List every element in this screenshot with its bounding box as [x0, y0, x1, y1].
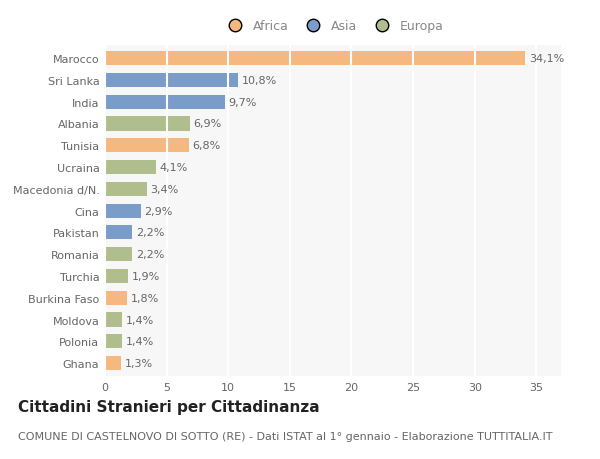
Bar: [105, 52, 525, 66]
Bar: [105, 313, 122, 327]
Bar: [105, 356, 121, 370]
Text: 2,2%: 2,2%: [136, 250, 164, 260]
Bar: [105, 117, 190, 131]
Text: 1,4%: 1,4%: [126, 336, 154, 347]
Text: 4,1%: 4,1%: [159, 162, 187, 173]
Text: 1,9%: 1,9%: [132, 271, 160, 281]
Text: 10,8%: 10,8%: [242, 76, 277, 86]
Text: COMUNE DI CASTELNOVO DI SOTTO (RE) - Dati ISTAT al 1° gennaio - Elaborazione TUT: COMUNE DI CASTELNOVO DI SOTTO (RE) - Dat…: [18, 431, 553, 442]
Bar: [105, 204, 141, 218]
Text: 1,3%: 1,3%: [125, 358, 153, 368]
Bar: [105, 182, 147, 196]
Text: 2,9%: 2,9%: [145, 206, 173, 216]
Text: 1,8%: 1,8%: [131, 293, 159, 303]
Text: 6,8%: 6,8%: [193, 141, 221, 151]
Text: 9,7%: 9,7%: [228, 97, 257, 107]
Text: 34,1%: 34,1%: [529, 54, 564, 64]
Bar: [105, 247, 132, 262]
Bar: [105, 335, 122, 349]
Bar: [105, 139, 189, 153]
Bar: [105, 291, 127, 305]
Text: 3,4%: 3,4%: [151, 185, 179, 195]
Text: 6,9%: 6,9%: [194, 119, 222, 129]
Bar: [105, 161, 155, 175]
Bar: [105, 269, 128, 284]
Bar: [105, 226, 132, 240]
Bar: [105, 95, 224, 110]
Bar: [105, 73, 238, 88]
Text: 2,2%: 2,2%: [136, 228, 164, 238]
Legend: Africa, Asia, Europa: Africa, Asia, Europa: [223, 20, 443, 33]
Text: Cittadini Stranieri per Cittadinanza: Cittadini Stranieri per Cittadinanza: [18, 399, 320, 414]
Text: 1,4%: 1,4%: [126, 315, 154, 325]
